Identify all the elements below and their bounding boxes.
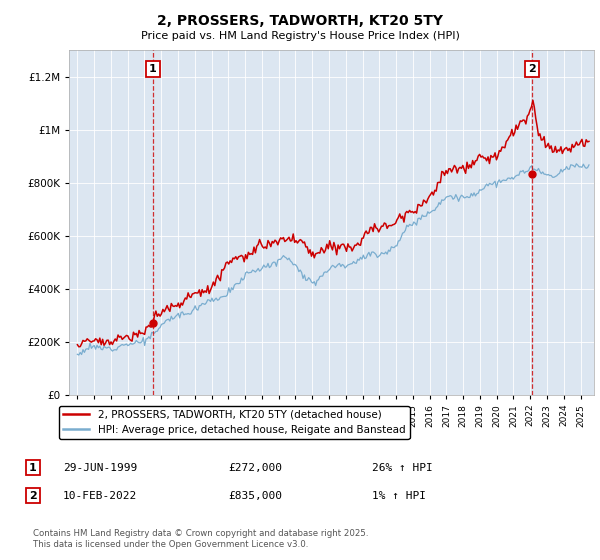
Text: Price paid vs. HM Land Registry's House Price Index (HPI): Price paid vs. HM Land Registry's House … bbox=[140, 31, 460, 41]
Legend: 2, PROSSERS, TADWORTH, KT20 5TY (detached house), HPI: Average price, detached h: 2, PROSSERS, TADWORTH, KT20 5TY (detache… bbox=[59, 405, 410, 439]
Text: 1% ↑ HPI: 1% ↑ HPI bbox=[372, 491, 426, 501]
Text: 1: 1 bbox=[29, 463, 37, 473]
Text: 2: 2 bbox=[29, 491, 37, 501]
Text: 1: 1 bbox=[149, 64, 157, 74]
Text: 2: 2 bbox=[528, 64, 536, 74]
Text: 10-FEB-2022: 10-FEB-2022 bbox=[63, 491, 137, 501]
Text: 26% ↑ HPI: 26% ↑ HPI bbox=[372, 463, 433, 473]
Text: Contains HM Land Registry data © Crown copyright and database right 2025.
This d: Contains HM Land Registry data © Crown c… bbox=[33, 529, 368, 549]
Text: £835,000: £835,000 bbox=[228, 491, 282, 501]
Text: 29-JUN-1999: 29-JUN-1999 bbox=[63, 463, 137, 473]
Text: £272,000: £272,000 bbox=[228, 463, 282, 473]
Text: 2, PROSSERS, TADWORTH, KT20 5TY: 2, PROSSERS, TADWORTH, KT20 5TY bbox=[157, 14, 443, 28]
